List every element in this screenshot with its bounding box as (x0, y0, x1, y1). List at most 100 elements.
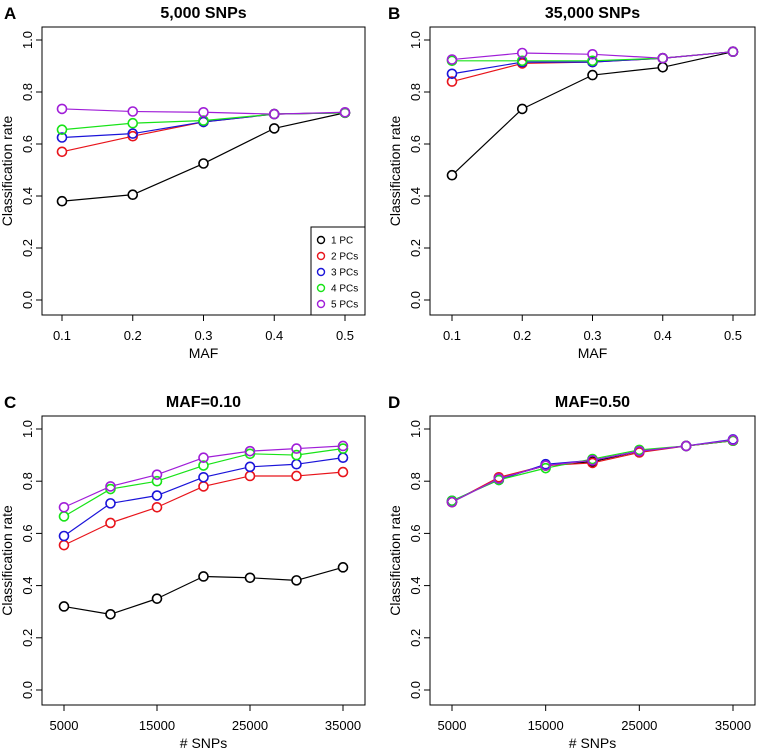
data-point-1-pc (58, 601, 70, 612)
data-point-3-pcs (337, 452, 349, 464)
data-point-5-pcs (151, 469, 163, 480)
x-tick-label: 35000 (325, 718, 361, 733)
series-line-2-pcs (456, 51, 729, 81)
x-tick-label: 0.1 (443, 328, 461, 343)
panel-title: 35,000 SNPs (545, 5, 640, 22)
data-point-5-pcs (56, 103, 68, 115)
x-tick-label: 0.4 (265, 328, 283, 343)
panel-title: MAF=0.10 (166, 394, 241, 411)
data-point-5-pcs (657, 52, 669, 64)
plot-frame (41, 415, 366, 706)
data-point-2-pcs (291, 470, 302, 482)
data-point-4-pcs (127, 117, 139, 129)
series-line-3-pcs (456, 439, 729, 500)
data-point-5-pcs (339, 106, 351, 118)
legend-label: 3 PCs (331, 268, 358, 279)
data-point-4-pcs (291, 449, 302, 461)
data-point-3-pcs (291, 458, 302, 470)
data-point-5-pcs (587, 455, 598, 466)
data-point-1-pc (244, 572, 256, 584)
y-tick-label: 0.0 (20, 291, 35, 309)
y-tick-label: 0.2 (20, 629, 35, 647)
data-point-5-pcs (540, 460, 551, 471)
series-line-2-pcs (66, 112, 341, 152)
legend-label: 1 PC (331, 236, 353, 247)
data-point-2-pcs (58, 539, 70, 551)
data-point-4-pcs (56, 124, 68, 135)
data-point-2-pcs (198, 481, 209, 492)
data-point-5-pcs (105, 481, 116, 492)
x-tick-label: 25000 (232, 718, 268, 733)
panel-b: B 35,000 SNPs 0.0 0.2 0.4 0.6 0.8 1.0 0.1 0.2 0.3 0… (387, 4, 756, 361)
x-tick-label: 0.5 (336, 328, 354, 343)
data-point-3-pcs (198, 471, 209, 483)
series-line-4-pcs (68, 448, 339, 515)
x-tick-label: 0.5 (724, 328, 742, 343)
data-point-2-pcs (151, 501, 163, 513)
series-line-4-pcs (66, 112, 341, 130)
series-line-5-pcs (456, 51, 729, 60)
data-point-5-pcs (127, 106, 139, 117)
panel-letter: D (388, 393, 400, 412)
data-point-1-pc (198, 571, 209, 582)
legend-label: 4 PCs (331, 284, 358, 295)
data-point-5-pcs (493, 473, 505, 484)
data-point-1-pc (587, 69, 598, 81)
data-point-3-pcs (105, 498, 116, 509)
data-point-5-pcs (198, 106, 209, 118)
panel-letter: C (4, 393, 16, 412)
data-point-1-pc (198, 158, 209, 169)
data-point-4-pcs (516, 55, 528, 67)
data-point-3-pcs (446, 68, 458, 80)
y-tick-label: 0.2 (20, 239, 35, 257)
data-point-5-pcs (446, 54, 458, 65)
legend-marker (316, 235, 326, 245)
x-tick-label: 15000 (139, 718, 175, 733)
legend-marker (316, 267, 326, 277)
series-line-4-pcs (457, 51, 729, 62)
series-line-5-pcs (456, 440, 729, 501)
data-point-3-pcs (151, 490, 163, 501)
y-tick-label: 0.8 (20, 472, 35, 490)
y-tick-label: 0.8 (408, 472, 423, 490)
x-axis-label: MAF (189, 345, 219, 361)
data-point-1-pc (127, 189, 139, 200)
data-point-5-pcs (268, 108, 280, 120)
panel-letter: A (4, 4, 16, 23)
data-point-1-pc (105, 609, 116, 620)
data-point-2-pcs (337, 466, 349, 478)
series-line-2-pcs (68, 471, 339, 544)
data-point-1-pc (657, 62, 669, 73)
panel-letter: B (388, 4, 400, 23)
panel-a: A 5,000 SNPs 0.0 0.2 0.4 0.6 0.8 1.0 0.1 0.2 0.3 0.… (0, 4, 366, 361)
legend-label: 2 PCs (331, 252, 358, 263)
data-point-2-pcs (105, 517, 116, 529)
data-point-5-pcs (198, 452, 209, 464)
x-tick-label: 5000 (438, 718, 467, 733)
data-point-4-pcs (198, 460, 209, 471)
y-tick-label: 0.4 (408, 577, 423, 595)
data-point-1-pc (446, 169, 458, 181)
x-tick-label: 35000 (715, 718, 751, 733)
data-point-3-pcs (244, 461, 256, 473)
y-axis-label: Classification rate (387, 505, 403, 616)
data-point-4-pcs (587, 55, 598, 67)
y-tick-label: 0.6 (408, 135, 423, 153)
data-point-5-pcs (337, 440, 349, 452)
x-tick-label: 25000 (621, 718, 657, 733)
y-tick-label: 0.6 (20, 524, 35, 542)
legend-marker (316, 299, 326, 309)
y-axis-label: Classification rate (387, 116, 403, 227)
panel-c: C MAF=0.10 0.0 0.2 0.4 0.6 0.8 1.0 5000 15000 2500… (0, 393, 366, 750)
legend: 1 PC 2 PCs 3 PCs 4 PCs 5 PCs (310, 226, 366, 316)
data-point-1-pc (291, 575, 302, 586)
series-line-1-pc (66, 113, 341, 202)
data-point-5-pcs (291, 443, 302, 454)
data-point-5-pcs (634, 445, 645, 457)
data-point-5-pcs (587, 48, 598, 60)
series-line-3-pcs (456, 51, 729, 74)
x-tick-label: 0.2 (513, 328, 531, 343)
y-tick-label: 1.0 (408, 420, 423, 438)
data-point-5-pcs (446, 496, 458, 508)
data-point-3-pcs (56, 132, 68, 143)
